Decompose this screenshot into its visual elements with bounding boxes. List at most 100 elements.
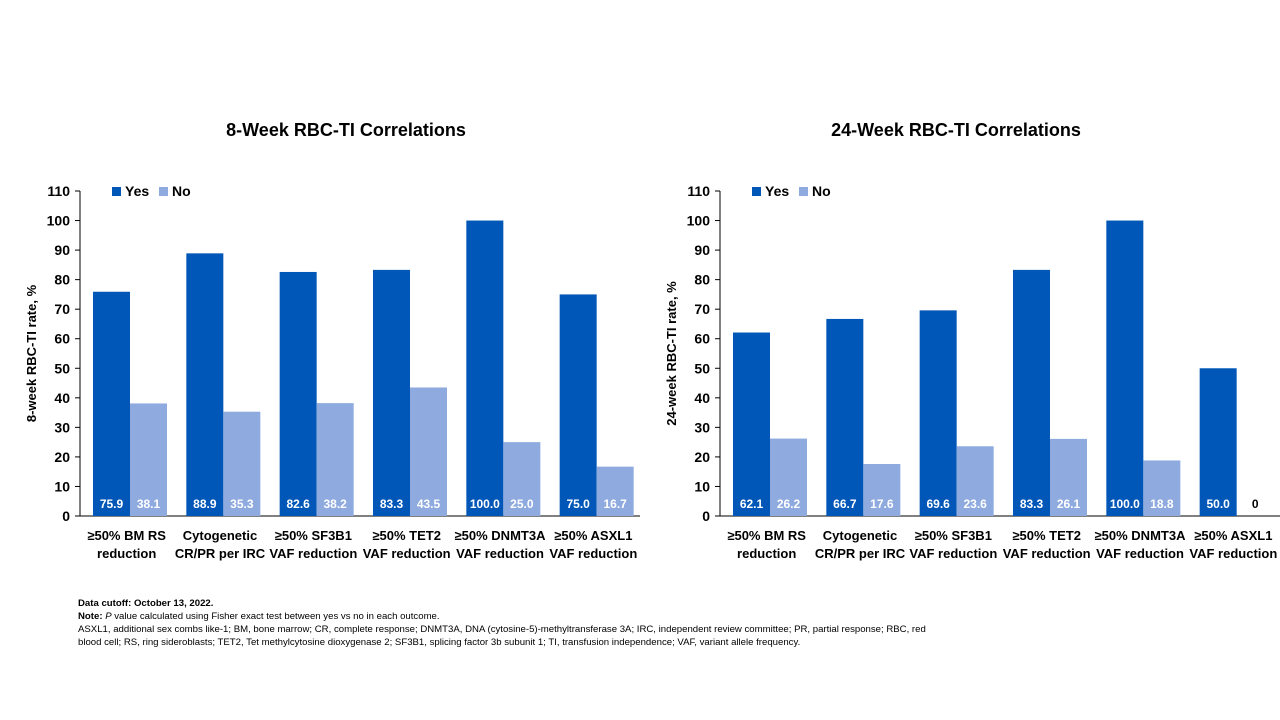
bar-value-label: 16.7: [603, 497, 627, 511]
x-category-label: VAF reduction: [363, 546, 451, 561]
y-tick-label: 110: [687, 183, 710, 199]
bar-value-label: 62.1: [740, 497, 764, 511]
bar-yes: [466, 220, 504, 516]
bar-value-label: 100.0: [470, 497, 500, 511]
y-tick-label: 10: [694, 478, 710, 494]
y-tick-label: 40: [694, 390, 710, 406]
chart-8-week: 0 10 20 30 40 50 60 70 80 90 100 110 8-week RBC-TI r…: [24, 183, 640, 561]
bar-yes: [1013, 269, 1050, 516]
bar-yes: [373, 269, 410, 516]
x-category-label: ≥50% BM RS: [87, 528, 166, 543]
bar-yes: [1199, 368, 1237, 516]
chart-title-8-week: 8-Week RBC-TI Correlations: [226, 120, 466, 140]
x-category-label: VAF reduction: [269, 546, 357, 561]
bar-yes: [559, 294, 597, 516]
bar-no: [1050, 438, 1087, 516]
x-category-label: VAF reduction: [456, 546, 544, 561]
bar-value-label: 75.9: [100, 497, 124, 511]
bar-yes: [93, 291, 130, 516]
y-tick-label: 90: [694, 242, 710, 258]
x-category-label: ≥50% SF3B1: [275, 528, 352, 543]
y-tick-label: 30: [54, 419, 70, 435]
bar-no: [770, 438, 807, 516]
bar-no: [223, 411, 261, 516]
y-tick-label: 50: [54, 360, 70, 376]
bar-no: [1143, 460, 1181, 516]
legend-swatch-yes: [112, 187, 121, 196]
bar-yes: [186, 253, 224, 516]
note-line: Note: P value calculated using Fisher ex…: [78, 611, 440, 622]
x-category-label: ≥50% DNMT3A: [455, 528, 547, 543]
legend-swatch-no: [799, 187, 808, 196]
bar-value-label: 25.0: [510, 497, 534, 511]
y-tick-label: 70: [54, 301, 70, 317]
legend-label-no: No: [172, 183, 191, 199]
abbreviations: ASXL1, additional sex combs like-1; BM, …: [78, 624, 926, 648]
bar-no: [130, 403, 167, 516]
y-axis-title: 24-week RBC-TI rate, %: [664, 281, 679, 426]
x-category-label: ≥50% BM RS: [727, 528, 806, 543]
x-category-label: VAF reduction: [549, 546, 637, 561]
legend-label-yes: Yes: [765, 183, 789, 199]
y-tick-label: 10: [54, 478, 70, 494]
x-category-label: Cytogenetic: [183, 528, 257, 543]
x-category-label: ≥50% ASXL1: [1194, 528, 1272, 543]
bar-value-label: 69.6: [926, 497, 950, 511]
data-cutoff: Data cutoff: October 13, 2022.: [78, 598, 214, 609]
footnote: Data cutoff: October 13, 2022. Note: P v…: [78, 597, 948, 649]
bar-no: [956, 446, 994, 516]
x-category-label: VAF reduction: [909, 546, 997, 561]
bar-no: [410, 387, 447, 516]
y-tick-label: 110: [47, 183, 70, 199]
x-category-label: CR/PR per IRC: [815, 546, 906, 561]
bar-yes: [919, 310, 957, 516]
bar-yes: [1106, 220, 1144, 516]
y-tick-label: 70: [694, 301, 710, 317]
bar-value-label: 38.2: [323, 497, 347, 511]
x-category-label: ≥50% TET2: [372, 528, 441, 543]
bar-yes: [826, 318, 864, 516]
y-tick-label: 0: [702, 508, 710, 524]
legend-swatch-yes: [752, 187, 761, 196]
bar-value-label: 26.2: [777, 497, 801, 511]
x-category-label: ≥50% DNMT3A: [1095, 528, 1187, 543]
chart-title-24-week: 24-Week RBC-TI Correlations: [831, 120, 1081, 140]
y-tick-label: 90: [54, 242, 70, 258]
bar-value-label: 26.1: [1057, 497, 1081, 511]
bar-no: [503, 442, 541, 516]
bar-value-label: 50.0: [1206, 497, 1230, 511]
y-tick-label: 100: [687, 213, 711, 229]
bar-value-label: 35.3: [230, 497, 254, 511]
bar-value-label: 88.9: [193, 497, 217, 511]
y-tick-label: 60: [54, 331, 70, 347]
bar-value-label: 43.5: [417, 497, 441, 511]
y-tick-label: 80: [694, 272, 710, 288]
x-category-label: CR/PR per IRC: [175, 546, 266, 561]
x-category-label: reduction: [737, 546, 796, 561]
x-category-label: ≥50% TET2: [1012, 528, 1081, 543]
x-category-label: VAF reduction: [1189, 546, 1277, 561]
bar-value-label: 0: [1252, 497, 1259, 511]
x-category-label: ≥50% ASXL1: [554, 528, 632, 543]
bar-value-label: 83.3: [380, 497, 404, 511]
x-category-label: ≥50% SF3B1: [915, 528, 992, 543]
bar-no: [596, 466, 634, 516]
y-tick-label: 100: [47, 213, 71, 229]
bar-no: [316, 403, 354, 516]
legend-swatch-no: [159, 187, 168, 196]
y-tick-label: 20: [54, 449, 70, 465]
bar-value-label: 100.0: [1110, 497, 1140, 511]
y-tick-label: 0: [62, 508, 70, 524]
bar-value-label: 23.6: [963, 497, 987, 511]
bar-value-label: 17.6: [870, 497, 894, 511]
y-tick-label: 30: [694, 419, 710, 435]
chart-24-week: 0 10 20 30 40 50 60 70 80 90 100 110 24-week RBC-TI …: [664, 183, 1280, 561]
legend-label-no: No: [812, 183, 831, 199]
legend-label-yes: Yes: [125, 183, 149, 199]
bar-value-label: 66.7: [833, 497, 857, 511]
bar-value-label: 38.1: [137, 497, 161, 511]
bar-value-label: 75.0: [566, 497, 590, 511]
y-tick-label: 60: [694, 331, 710, 347]
bar-value-label: 83.3: [1020, 497, 1044, 511]
x-category-label: Cytogenetic: [823, 528, 897, 543]
